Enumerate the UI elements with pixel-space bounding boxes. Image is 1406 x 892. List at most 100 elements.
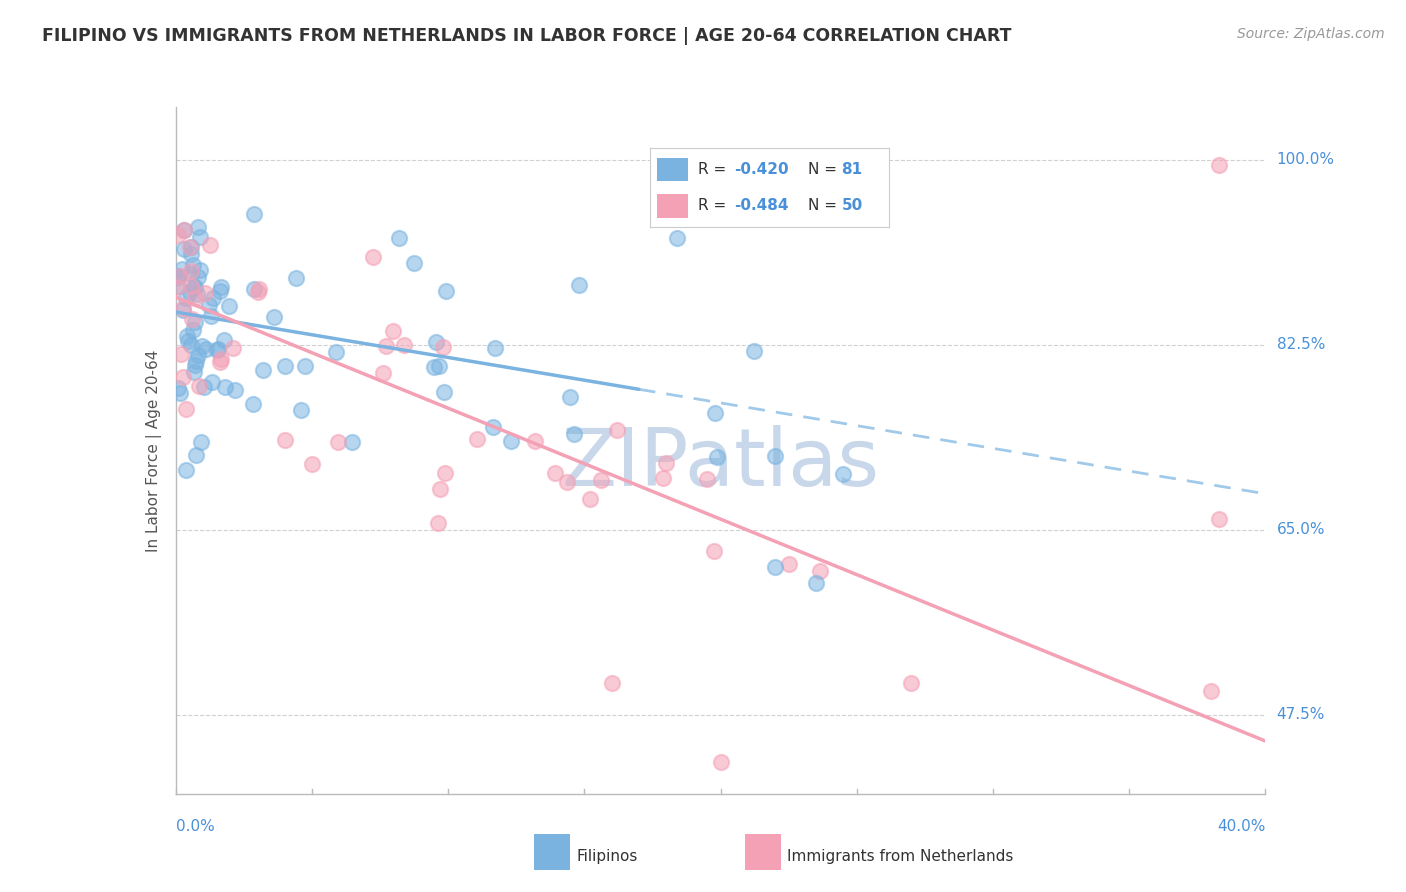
Point: [429, 482, 451, 496]
Point: [184, 280, 207, 294]
Text: -0.484: -0.484: [734, 198, 789, 213]
Text: ZIPatlas: ZIPatlas: [561, 425, 880, 503]
Point: [176, 402, 198, 417]
Point: [524, 434, 547, 449]
Point: [432, 340, 454, 354]
Point: [172, 262, 194, 277]
Point: [252, 362, 274, 376]
Point: [652, 471, 675, 485]
Text: N =: N =: [808, 198, 837, 213]
Point: [180, 337, 202, 351]
Point: [187, 379, 209, 393]
Point: [176, 291, 198, 305]
Point: [274, 359, 297, 373]
Point: [246, 285, 269, 299]
Point: [294, 359, 316, 374]
Text: 50: 50: [842, 198, 863, 213]
Point: [169, 269, 191, 284]
Text: N =: N =: [808, 162, 837, 178]
Point: [703, 407, 725, 421]
Point: [166, 280, 188, 294]
Point: [374, 339, 396, 353]
Point: [173, 223, 195, 237]
Point: [183, 358, 205, 372]
Point: [183, 365, 205, 379]
Point: [180, 264, 202, 278]
Text: 82.5%: 82.5%: [1277, 337, 1324, 352]
Point: [589, 474, 612, 488]
Point: [184, 292, 207, 306]
Point: [184, 353, 207, 368]
Text: Source: ZipAtlas.com: Source: ZipAtlas.com: [1237, 27, 1385, 41]
Bar: [657, 158, 688, 181]
Point: [167, 268, 190, 283]
Point: [1199, 684, 1222, 698]
Point: [179, 285, 201, 300]
Text: Immigrants from Netherlands: Immigrants from Netherlands: [787, 849, 1014, 863]
Point: [167, 270, 190, 285]
Point: [187, 348, 209, 362]
Text: -0.420: -0.420: [734, 162, 789, 178]
Point: [208, 285, 231, 299]
Point: [167, 279, 190, 293]
Point: [222, 342, 245, 356]
Point: [201, 291, 224, 305]
Point: [568, 277, 591, 292]
Point: [180, 240, 202, 254]
Point: [177, 334, 200, 348]
Point: [167, 228, 190, 243]
Point: [427, 359, 450, 374]
Point: [560, 390, 582, 404]
Point: [402, 256, 425, 270]
Point: [425, 334, 447, 349]
Point: [173, 242, 195, 256]
Point: [243, 207, 266, 221]
Point: [832, 467, 855, 482]
Point: [555, 475, 578, 490]
Point: [169, 386, 191, 401]
Point: [778, 558, 800, 572]
Point: [600, 676, 623, 690]
Point: [808, 564, 831, 578]
Point: [1208, 158, 1230, 172]
Point: [176, 328, 198, 343]
Point: [328, 434, 350, 449]
Point: [172, 302, 194, 317]
Point: [172, 301, 194, 315]
Text: 47.5%: 47.5%: [1277, 707, 1324, 723]
Point: [193, 380, 215, 394]
Point: [179, 240, 201, 254]
Point: [804, 575, 827, 590]
Point: [665, 231, 688, 245]
Point: [187, 269, 209, 284]
Point: [433, 385, 456, 400]
Point: [763, 449, 786, 463]
Text: R =: R =: [697, 162, 725, 178]
Point: [207, 342, 229, 356]
Point: [426, 516, 449, 531]
Text: 100.0%: 100.0%: [1277, 153, 1334, 168]
Point: [201, 376, 224, 390]
Point: [181, 258, 204, 272]
Point: [198, 238, 221, 252]
Text: FILIPINO VS IMMIGRANTS FROM NETHERLANDS IN LABOR FORCE | AGE 20-64 CORRELATION C: FILIPINO VS IMMIGRANTS FROM NETHERLANDS …: [42, 27, 1012, 45]
Y-axis label: In Labor Force | Age 20-64: In Labor Force | Age 20-64: [146, 350, 162, 551]
Point: [544, 466, 567, 480]
Point: [579, 492, 602, 507]
Point: [180, 247, 202, 261]
Point: [710, 755, 733, 769]
Point: [194, 286, 217, 301]
Point: [170, 347, 193, 361]
Point: [214, 380, 236, 394]
Point: [197, 298, 219, 312]
Point: [434, 284, 457, 298]
Point: [1208, 512, 1230, 526]
Point: [190, 339, 212, 353]
Point: [187, 219, 209, 234]
Point: [209, 279, 232, 293]
Point: [290, 402, 312, 417]
Point: [422, 360, 444, 375]
Point: [194, 342, 217, 356]
Point: [172, 370, 194, 384]
Text: Filipinos: Filipinos: [576, 849, 638, 863]
